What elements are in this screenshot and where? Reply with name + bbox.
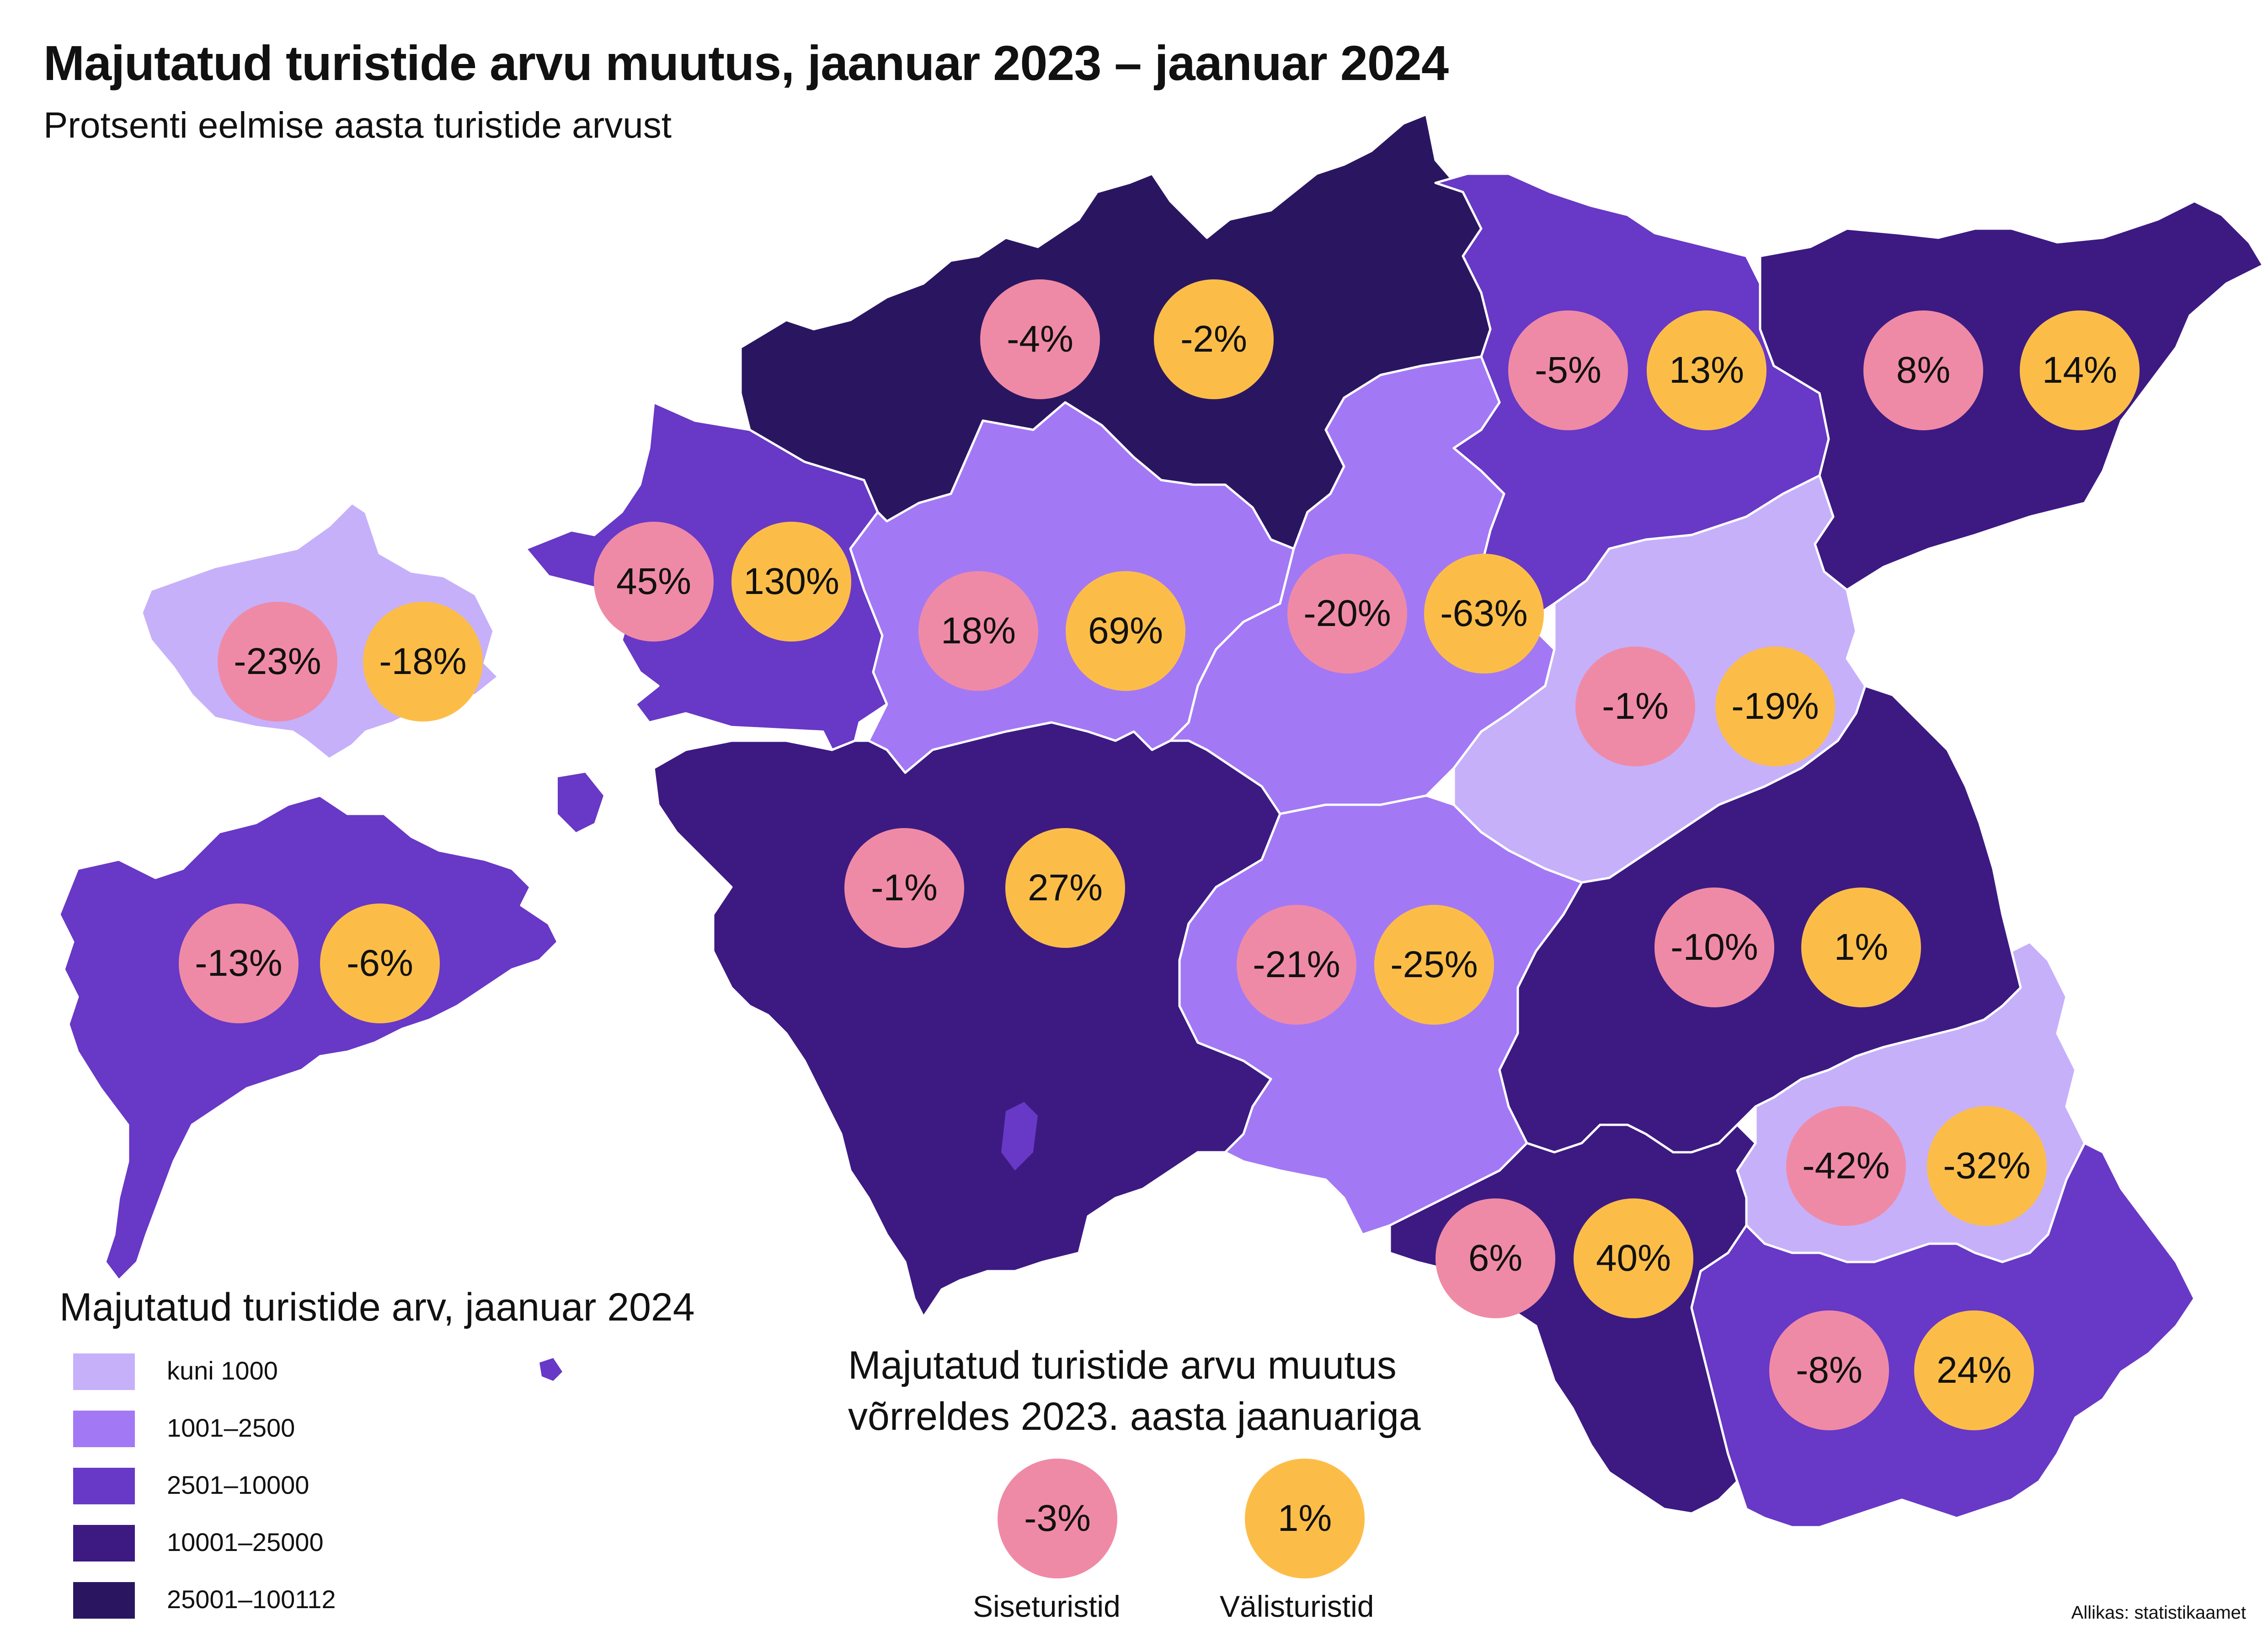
island-small — [1001, 1102, 1038, 1171]
map-subtitle: Protsenti eelmise aasta turistide arvust — [43, 105, 672, 145]
legend-swatch-class1 — [73, 1353, 135, 1390]
change-legend-title-line2: võrreldes 2023. aasta jaanuariga — [848, 1395, 1421, 1438]
region-5-foreign-change: 69% — [1066, 571, 1185, 691]
region-10-foreign-change: -25% — [1374, 905, 1494, 1025]
source-note: Allikas: statistikaamet — [2071, 1603, 2246, 1623]
change-legend-title: Majutatud turistide arvu muutus võrrelde… — [848, 1340, 1421, 1442]
legend-swatch-class2 — [73, 1411, 135, 1447]
legend-label-class1: kuni 1000 — [167, 1356, 278, 1385]
region-2-foreign-change: -2% — [1154, 279, 1274, 399]
region-9-foreign-change: 27% — [1005, 828, 1125, 948]
legend-label-class3: 2501–10000 — [167, 1471, 310, 1499]
county-saaremaa — [58, 794, 559, 1282]
legend-swatch-class5 — [73, 1582, 135, 1619]
region-5-domestic-change: 18% — [918, 571, 1038, 691]
region-11-foreign-change: 1% — [1801, 888, 1921, 1007]
island-small — [539, 1358, 562, 1381]
legend-swatch-class4 — [73, 1525, 135, 1561]
region-7-foreign-change: -19% — [1715, 647, 1835, 766]
change-legend-title-line1: Majutatud turistide arvu muutus — [848, 1343, 1397, 1387]
region-6-foreign-change: -63% — [1424, 554, 1544, 674]
legend-label-class4: 10001–25000 — [167, 1528, 324, 1556]
legend-foreign-bubble: 1% — [1245, 1459, 1365, 1578]
legend-domestic-bubble: -3% — [998, 1459, 1117, 1578]
legend-domestic-label: Siseturistid — [973, 1589, 1121, 1623]
map-title: Majutatud turistide arvu muutus, jaanuar… — [43, 35, 1449, 91]
region-10-domestic-change: -21% — [1237, 905, 1356, 1025]
region-8-domestic-change: -13% — [179, 904, 299, 1023]
region-14-foreign-change: 24% — [1914, 1310, 2034, 1430]
legend-swatch-class3 — [73, 1468, 135, 1504]
region-11-domestic-change: -10% — [1654, 888, 1774, 1007]
region-8-foreign-change: -6% — [320, 904, 440, 1023]
region-6-domestic-change: -20% — [1287, 554, 1407, 674]
region-12-domestic-change: -42% — [1786, 1106, 1906, 1226]
region-9-domestic-change: -1% — [844, 828, 964, 948]
region-13-foreign-change: 40% — [1574, 1198, 1693, 1318]
region-0-foreign-change: -18% — [363, 602, 483, 722]
region-14-domestic-change: -8% — [1769, 1310, 1889, 1430]
legend-label-class2: 1001–2500 — [167, 1413, 295, 1442]
region-1-foreign-change: 130% — [731, 522, 851, 642]
county-ida-viru — [1759, 200, 2264, 591]
legend-foreign-label: Välisturistid — [1220, 1589, 1374, 1623]
region-2-domestic-change: -4% — [980, 279, 1100, 399]
region-1-domestic-change: 45% — [594, 522, 714, 642]
region-0-domestic-change: -23% — [218, 602, 337, 722]
region-4-foreign-change: 14% — [2020, 310, 2140, 430]
region-3-domestic-change: -5% — [1508, 310, 1628, 430]
region-7-domestic-change: -1% — [1575, 647, 1695, 766]
region-13-domestic-change: 6% — [1436, 1198, 1555, 1318]
legend-label-class5: 25001–100112 — [167, 1585, 336, 1614]
region-12-foreign-change: -32% — [1927, 1106, 2047, 1226]
region-3-foreign-change: 13% — [1647, 310, 1766, 430]
region-4-domestic-change: 8% — [1863, 310, 1983, 430]
count-legend-title: Majutatud turistide arv, jaanuar 2024 — [59, 1285, 695, 1329]
island-small — [558, 773, 603, 832]
